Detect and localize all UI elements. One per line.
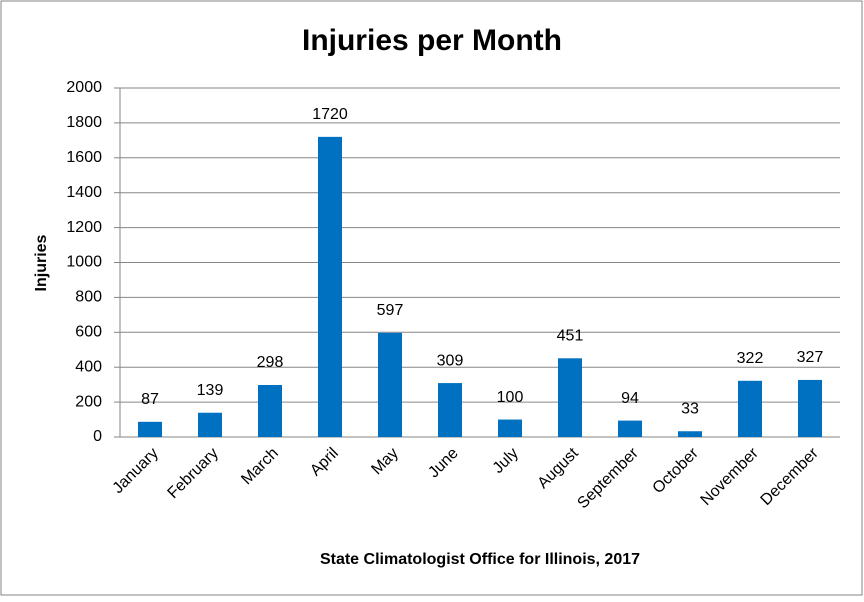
data-label: 309 <box>437 352 464 369</box>
y-tick-label: 400 <box>75 358 102 375</box>
bar <box>198 412 222 437</box>
chart-title: Injuries per Month <box>302 24 562 57</box>
bar <box>618 420 642 437</box>
bar <box>258 384 282 437</box>
bar <box>138 421 162 437</box>
data-label: 94 <box>621 390 639 407</box>
data-label: 1720 <box>312 106 348 123</box>
y-tick-label: 200 <box>75 393 102 410</box>
y-tick-label: 800 <box>75 289 102 306</box>
y-axis-label: Injuries <box>33 234 50 291</box>
y-tick-label: 1200 <box>66 219 102 236</box>
data-label: 139 <box>197 382 224 399</box>
data-label: 33 <box>681 400 699 417</box>
data-label: 327 <box>797 349 824 366</box>
x-axis-label: State Climatologist Office for Illinois,… <box>320 551 640 568</box>
y-tick-label: 1800 <box>66 114 102 131</box>
data-label: 322 <box>737 350 764 367</box>
data-label: 597 <box>377 302 404 319</box>
data-label: 87 <box>141 391 159 408</box>
data-label: 298 <box>257 354 284 371</box>
data-label: 451 <box>557 328 584 345</box>
bar <box>678 431 702 437</box>
y-tick-label: 1400 <box>66 184 102 201</box>
y-tick-label: 2000 <box>66 79 102 96</box>
y-tick-label: 1600 <box>66 149 102 166</box>
y-tick-label: 1000 <box>66 254 102 271</box>
bar <box>498 419 522 437</box>
bar <box>378 332 402 437</box>
data-label: 100 <box>497 389 524 406</box>
y-tick-label: 600 <box>75 324 102 341</box>
bar <box>558 358 582 437</box>
bar <box>738 380 762 437</box>
bar <box>798 379 822 437</box>
bar <box>438 383 462 437</box>
y-tick-label: 0 <box>93 428 102 445</box>
bar <box>318 136 342 438</box>
